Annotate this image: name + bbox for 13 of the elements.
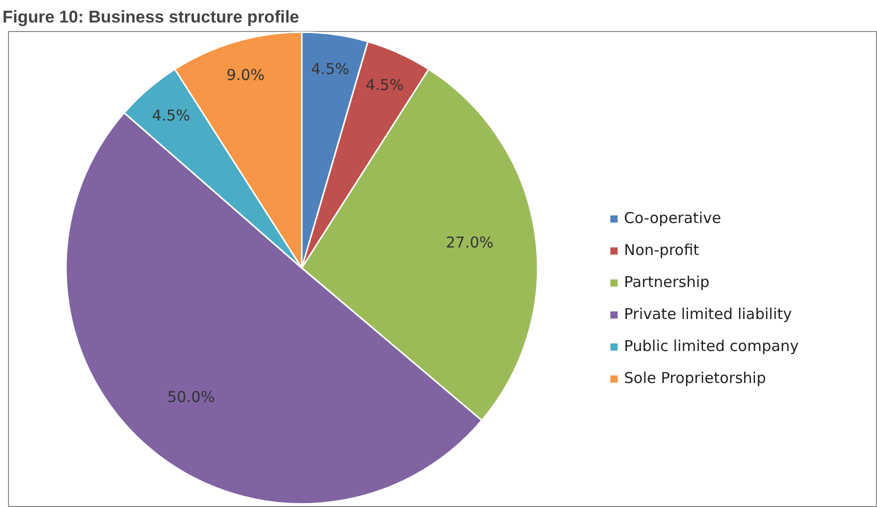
legend-label: Co-operative	[624, 209, 722, 227]
legend-label: Partnership	[624, 273, 710, 291]
legend-label: Sole Proprietorship	[624, 369, 766, 387]
data-label: 9.0%	[226, 66, 265, 84]
legend-label: Private limited liability	[624, 305, 792, 323]
data-label: 4.5%	[311, 60, 350, 78]
chart-title: Figure 10: Business structure profile	[2, 8, 300, 26]
data-label: 4.5%	[152, 106, 190, 125]
data-label: 50.0%	[167, 388, 215, 406]
legend-label: Non-profit	[624, 241, 700, 259]
data-label: 4.5%	[366, 76, 404, 94]
data-label: 27.0%	[446, 234, 494, 252]
legend-label: Public limited company	[624, 337, 799, 355]
